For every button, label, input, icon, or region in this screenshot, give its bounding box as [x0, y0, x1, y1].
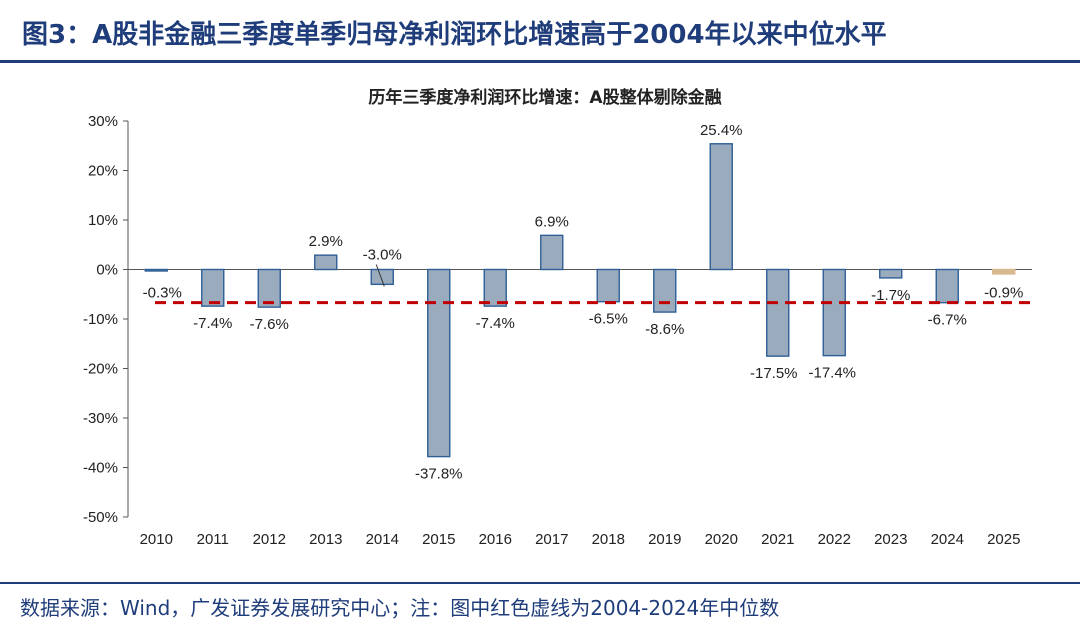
value-label-2020: 25.4%	[700, 122, 743, 139]
y-tick-label: -40%	[83, 460, 118, 477]
bar-2025	[992, 268, 1016, 275]
source-note: 数据来源：Wind，广发证券发展研究中心；注：图中红色虚线为2004-2024年…	[20, 596, 780, 620]
x-tick-label: 2017	[535, 531, 568, 548]
bar-2016	[483, 268, 507, 307]
x-tick-label: 2025	[987, 531, 1020, 548]
value-label-2012: -7.6%	[250, 316, 289, 333]
value-label-2011: -7.4%	[193, 315, 232, 332]
value-label-2019: -8.6%	[645, 321, 684, 338]
value-label-2023: -1.7%	[871, 287, 910, 304]
x-tick-label: 2013	[309, 531, 342, 548]
bar-2017	[540, 234, 564, 271]
x-tick-label: 2018	[592, 531, 625, 548]
x-tick-label: 2021	[761, 531, 794, 548]
x-tick-label: 2014	[366, 531, 399, 548]
figure-title: 图3：A股非金融三季度单季归母净利润环比增速高于2004年以来中位水平	[22, 20, 887, 50]
bar-2021	[766, 268, 790, 357]
x-tick-label: 2015	[422, 531, 455, 548]
bar-2013	[314, 254, 338, 271]
bar-2019	[653, 268, 677, 313]
x-tick-label: 2011	[197, 531, 229, 548]
value-label-2025: -0.9%	[984, 285, 1023, 302]
x-tick-label: 2020	[705, 531, 738, 548]
x-tick-label: 2019	[648, 531, 681, 548]
y-tick-label: 20%	[88, 163, 118, 180]
bar-2015	[427, 268, 451, 458]
title-divider	[0, 60, 1080, 63]
footer-divider	[0, 582, 1080, 584]
value-label-2015: -37.8%	[415, 466, 463, 483]
value-label-2022: -17.4%	[808, 365, 856, 382]
bar-chart: 历年三季度净利润环比增速：A股整体剔除金融 30% 20% 10% 0% -10% -20…	[83, 87, 1032, 548]
value-label-2018: -6.5%	[589, 311, 628, 328]
leader-line-2014	[375, 264, 385, 287]
bar-2020	[709, 143, 733, 271]
bars-layer	[144, 143, 1016, 458]
bar-2010	[144, 268, 168, 272]
value-label-2010: -0.3%	[143, 285, 182, 302]
x-tick-label: 2022	[818, 531, 851, 548]
x-tick-label: 2016	[479, 531, 512, 548]
value-label-2021: -17.5%	[750, 365, 798, 382]
value-label-2013: 2.9%	[309, 233, 343, 250]
y-tick-label: -30%	[83, 410, 118, 427]
value-label-2024: -6.7%	[928, 312, 967, 329]
y-tick-label: -10%	[83, 311, 118, 328]
x-tick-label: 2012	[253, 531, 286, 548]
bar-2014	[370, 268, 394, 286]
bar-2011	[201, 268, 225, 307]
value-label-2017: 6.9%	[535, 213, 569, 230]
value-label-2014: -3.0%	[363, 247, 402, 264]
chart-title: 历年三季度净利润环比增速：A股整体剔除金融	[368, 87, 721, 108]
x-tick-label: 2010	[140, 531, 173, 548]
y-tick-label: 30%	[88, 113, 118, 130]
axis-layer: 30% 20% 10% 0% -10% -20% -30% -40% -50% 2010 2011 2…	[83, 113, 1032, 548]
y-tick-label: 10%	[88, 212, 118, 229]
x-tick-label: 2023	[874, 531, 907, 548]
bar-2022	[822, 268, 846, 357]
x-tick-label: 2024	[931, 531, 964, 548]
bar-2012	[257, 268, 281, 308]
labels-layer: -0.3% -7.4% -7.6% 2.9% -3.0% -37.8% -7.4% 6.9% -…	[143, 122, 1024, 483]
y-tick-label: 0%	[96, 262, 118, 279]
bar-2024	[935, 268, 959, 304]
bar-2018	[596, 268, 620, 303]
y-tick-label: -20%	[83, 361, 118, 378]
y-tick-label: -50%	[83, 509, 118, 526]
bar-2023	[879, 268, 903, 279]
value-label-2016: -7.4%	[476, 315, 515, 332]
